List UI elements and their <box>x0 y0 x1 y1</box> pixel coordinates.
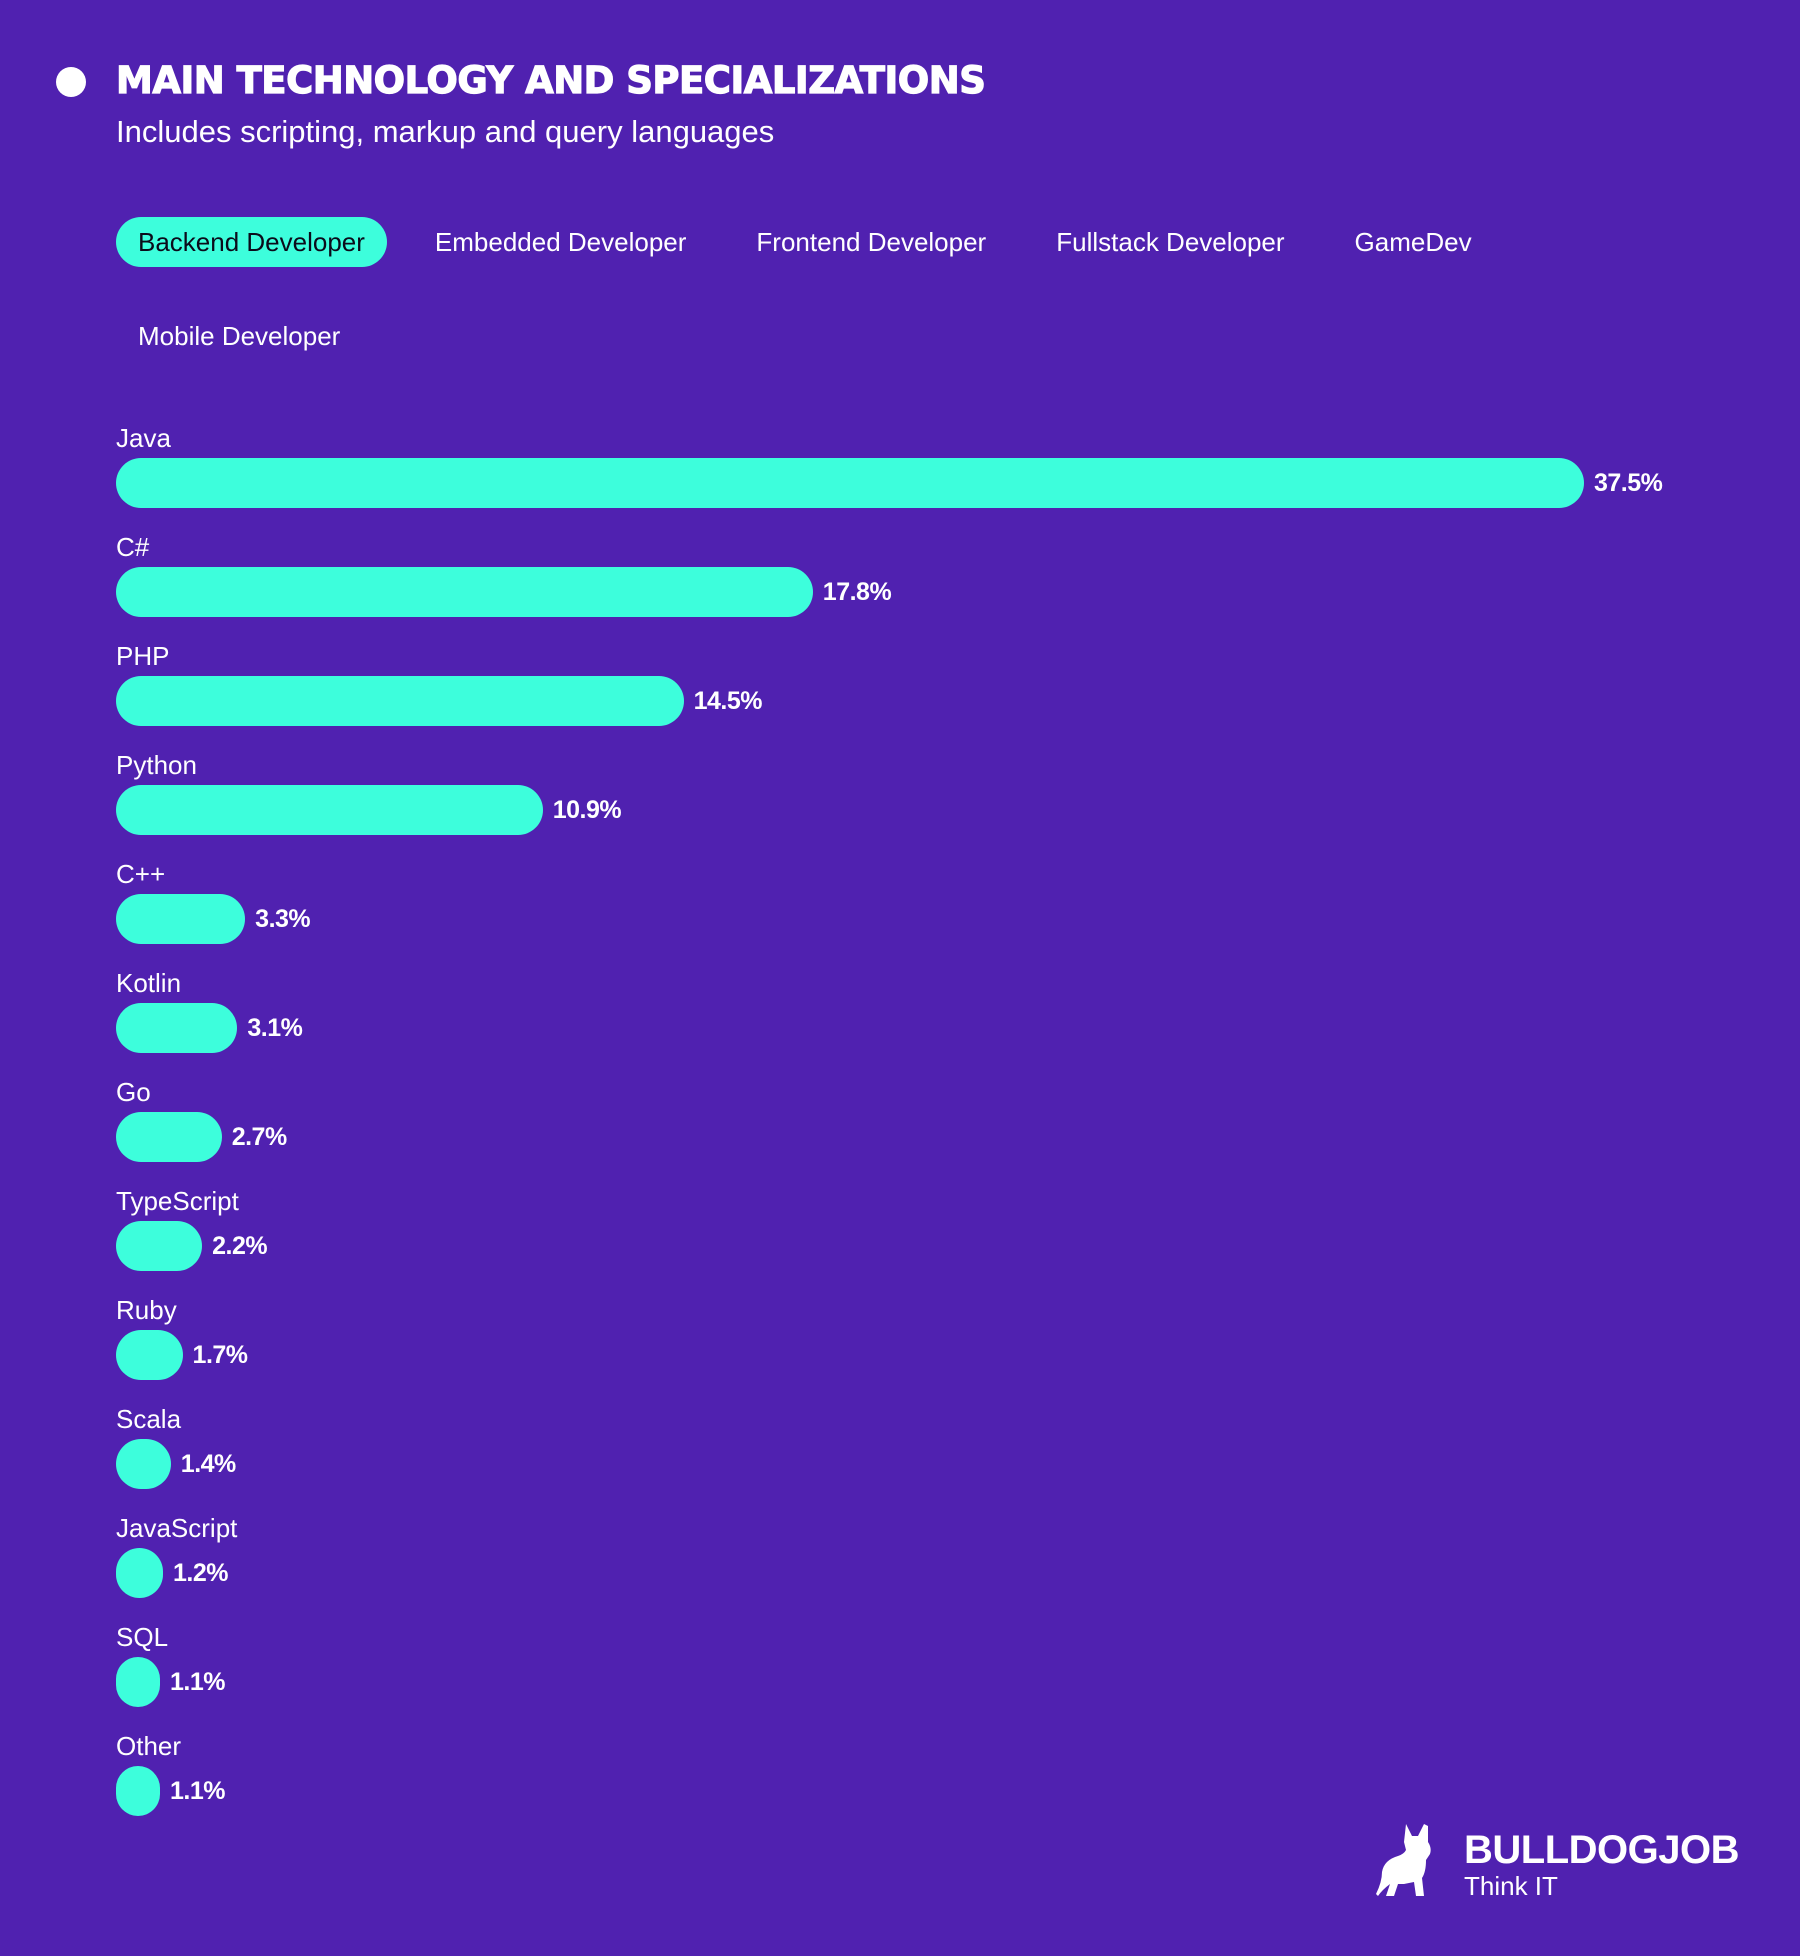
bar-value: 14.5% <box>693 686 763 715</box>
bar-value: 17.8% <box>822 577 892 606</box>
bar-row: Go 2.7% <box>116 1072 1766 1181</box>
bar-container: 1.1% <box>116 1657 225 1707</box>
bar-value: 37.5% <box>1594 468 1663 497</box>
tab-embedded-developer[interactable]: Embedded Developer <box>434 226 687 257</box>
bar-value: 3.3% <box>255 904 311 933</box>
chart-subtitle: Includes scripting, markup and query lan… <box>116 114 775 149</box>
tab-backend-developer[interactable]: Backend Developer <box>116 217 387 267</box>
bar-label: Kotlin <box>116 968 182 998</box>
bar <box>116 1112 222 1162</box>
bar-value: 1.1% <box>170 1776 225 1805</box>
bar-row: JavaScript 1.2% <box>116 1508 1766 1617</box>
bar-row: Java 37.5% <box>116 418 1766 527</box>
bar-container: 1.4% <box>116 1439 236 1489</box>
bar-label: Go <box>116 1077 151 1107</box>
bar <box>116 567 813 617</box>
bar-value: 3.1% <box>247 1013 303 1042</box>
logo-name: BULLDOGJOB <box>1464 1828 1740 1872</box>
bar-row: Kotlin 3.1% <box>116 963 1766 1072</box>
bar-container: 17.8% <box>116 567 892 617</box>
tab-mobile-developer[interactable]: Mobile Developer <box>138 320 341 351</box>
bar <box>116 676 684 726</box>
bar-label: Ruby <box>116 1295 177 1325</box>
bar <box>116 1766 160 1816</box>
bar-value: 10.9% <box>552 795 622 824</box>
bar-container: 10.9% <box>116 785 622 835</box>
bar-label: Python <box>116 750 197 780</box>
bar-row: PHP 14.5% <box>116 636 1766 745</box>
bulldogjob-logo: BULLDOGJOB Think IT <box>1376 1822 1740 1902</box>
bar-container: 2.2% <box>116 1221 268 1271</box>
bar-label: JavaScript <box>116 1513 238 1543</box>
bar-value: 1.1% <box>170 1667 225 1696</box>
bar-row: Scala 1.4% <box>116 1399 1766 1508</box>
bar-value: 2.2% <box>212 1231 268 1260</box>
bar-container: 37.5% <box>116 458 1663 508</box>
bar-label: C# <box>116 532 150 562</box>
bar-container: 3.3% <box>116 894 311 944</box>
bar <box>116 785 543 835</box>
bar-container: 14.5% <box>116 676 763 726</box>
bar-label: SQL <box>116 1622 169 1652</box>
bar-label: TypeScript <box>116 1186 239 1216</box>
bar-value: 2.7% <box>231 1122 287 1151</box>
bulldog-icon <box>1376 1824 1431 1896</box>
bar-label: PHP <box>116 641 170 671</box>
bar-label: C++ <box>116 859 166 889</box>
chart-title: MAIN TECHNOLOGY AND SPECIALIZATIONS <box>115 58 986 102</box>
bar-container: 1.7% <box>116 1330 248 1380</box>
logo-tagline: Think IT <box>1464 1871 1558 1901</box>
bar-container: 2.7% <box>116 1112 287 1162</box>
bar-row: C# 17.8% <box>116 527 1766 636</box>
bar <box>116 1330 183 1380</box>
bar <box>116 1003 238 1053</box>
bar-container: 1.1% <box>116 1766 225 1816</box>
bar <box>116 1657 160 1707</box>
bar-label: Java <box>116 423 171 453</box>
bar-row: TypeScript 2.2% <box>116 1181 1766 1290</box>
bar-label: Other <box>116 1731 182 1761</box>
bar-label: Scala <box>116 1404 182 1434</box>
bar-value: 1.4% <box>180 1449 236 1478</box>
bar-value: 1.2% <box>172 1558 228 1587</box>
bar-row: Other 1.1% <box>116 1726 1766 1835</box>
tab-fullstack-developer[interactable]: Fullstack Developer <box>1056 226 1285 257</box>
tab-gamedev[interactable]: GameDev <box>1354 226 1472 257</box>
bar-chart: Java 37.5% C# 17.8% PHP 14.5% Python 10.9% C++ 3.… <box>116 418 1766 1835</box>
bar-container: 3.1% <box>116 1003 303 1053</box>
tab-frontend-developer[interactable]: Frontend Developer <box>756 226 987 257</box>
bar <box>116 894 246 944</box>
bar-row: Ruby 1.7% <box>116 1290 1766 1399</box>
bar <box>116 458 1584 508</box>
bar-row: C++ 3.3% <box>116 854 1766 963</box>
bar-row: Python 10.9% <box>116 745 1766 854</box>
bar-row: SQL 1.1% <box>116 1617 1766 1726</box>
bullet-icon <box>56 67 86 97</box>
bar <box>116 1221 203 1271</box>
bar-value: 1.7% <box>192 1340 248 1369</box>
bar <box>116 1439 171 1489</box>
bar-container: 1.2% <box>116 1548 228 1598</box>
specialization-tabs: Backend Developer Embedded Developer Front… <box>116 217 1736 361</box>
bar <box>116 1548 163 1598</box>
